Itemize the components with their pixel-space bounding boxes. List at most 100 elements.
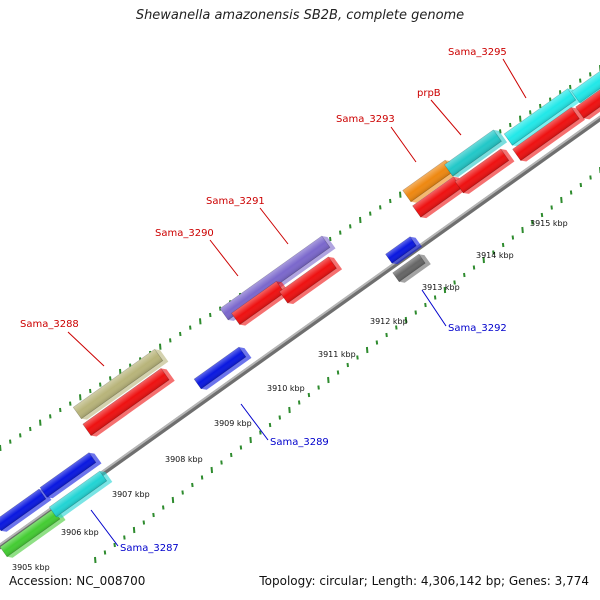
gene-bar-sama-3295[interactable] [503,86,582,148]
label-leader-line [502,58,527,99]
upper-tick-mark [339,230,342,235]
lower-tick-mark [249,436,252,444]
gene-bar[interactable] [48,469,113,520]
upper-tick-mark [49,414,52,419]
lower-tick-mark [123,535,126,540]
lower-tick-mark [103,550,107,555]
lower-tick-mark [492,250,495,255]
scale-labels: 3905 kbp 3906 kbp 3907 kbp 3908 kbp 3909 kbp… [12,219,568,572]
upper-tick-mark [79,394,82,401]
lower-tick-mark [395,325,398,330]
scale-label: 3908 kbp [165,455,203,464]
gene-bar-sama-3291[interactable] [279,255,343,307]
gene-label[interactable]: Sama_3293 [336,114,395,125]
gene-bar[interactable] [39,450,102,500]
upper-tick-mark [349,224,352,229]
upper-tick-mark [99,382,102,387]
label-leader-line [390,126,417,163]
gene-label[interactable]: Sama_3295 [448,47,507,58]
scale-label: 3907 kbp [112,490,150,499]
gene-bar-shine [0,509,60,557]
lower-tick-mark [191,482,194,488]
gene-label[interactable]: Sama_3290 [155,228,214,239]
lower-tick-mark [521,226,524,234]
upper-tick-mark [519,115,522,122]
lower-tick-mark [365,346,369,354]
scale-label: 3911 kbp [318,350,356,359]
gene-label[interactable]: Sama_3291 [206,196,265,207]
lower-tick-mark [181,490,184,495]
gene-bar-sama-3290[interactable] [219,234,336,324]
gene-bar[interactable] [454,147,515,196]
gene-bar-sama-3288[interactable] [72,347,169,422]
gene-bar[interactable] [0,507,66,560]
upper-tick-mark [29,426,32,432]
gene-label[interactable]: prpB [417,88,441,99]
gene-bar-prpb[interactable] [444,128,508,180]
label-leader-line [430,99,462,136]
upper-tick-mark [159,343,162,350]
lower-tick-mark [424,302,427,308]
gene-bar[interactable] [0,487,52,534]
lower-tick-mark [239,445,243,450]
lower-tick-mark [152,512,155,518]
upper-tick-mark [19,433,22,438]
lower-tick-mark [356,355,359,360]
gene-bar[interactable] [231,279,291,328]
upper-tick-mark [0,444,2,452]
lower-tick-mark [443,286,447,294]
label-leader-line [259,207,289,245]
lower-tick-mark [346,362,349,368]
upper-tick-mark [169,338,172,343]
upper-tick-mark [509,122,512,128]
lower-tick-mark [569,190,573,195]
lower-tick-mark [317,385,320,390]
lower-tick-mark [482,256,485,264]
upper-tick-mark [569,84,572,90]
upper-tick-mark [579,78,582,83]
lower-tick-mark [501,242,505,248]
gene-bar-shine [0,489,46,531]
gene-bar[interactable] [385,234,422,266]
gene-bar-shine [231,281,285,325]
gene-label[interactable]: Sama_3288 [20,319,79,330]
gene-label[interactable]: Sama_3289 [270,437,329,448]
lower-tick-mark [589,175,592,180]
gene-bar-sama-3290-shine [220,236,330,320]
lower-tick-mark [210,466,214,474]
lower-tick-mark [540,212,544,218]
gene-bar-sama-3293[interactable] [402,158,459,205]
label-leader-line [240,403,269,441]
gene-bar-sama-3289[interactable] [193,345,252,392]
lower-tick-mark [327,376,330,384]
lower-tick-mark [433,295,437,300]
gene-bar[interactable] [512,105,585,164]
gene-label[interactable]: Sama_3292 [448,323,507,334]
gene-bar-shine [49,471,107,517]
gene-bar-sama-3291-shine [279,256,337,304]
upper-tick-mark [589,72,592,77]
gene-bar-sama-3292-shine [392,254,426,282]
upper-tick-mark [39,419,42,426]
gene-bar[interactable] [575,87,600,121]
gene-bar[interactable] [571,69,600,106]
gene-bar-sama-3292[interactable] [392,252,431,285]
gene-bar[interactable] [82,366,175,439]
lower-tick-mark [259,430,262,435]
scale-label: 3905 kbp [12,563,50,572]
upper-tick-mark [189,325,192,330]
lower-tick-mark [453,280,456,285]
lower-tick-mark [336,370,340,375]
lower-tick-mark [414,310,417,315]
map-title: Shewanella amazonensis SB2B, complete ge… [135,8,465,23]
gene-labels: Sama_3288 Sama_3290 Sama_3291 Sama_3293 prpB… [20,47,527,554]
gene-label[interactable]: Sama_3287 [120,543,179,554]
gene-bar-prpb-shine [444,129,502,177]
label-leader-line [67,331,105,367]
gene-bar-shine [571,71,600,103]
upper-tick-mark [359,216,362,224]
scale-label: 3906 kbp [61,528,99,537]
lower-tick-mark [229,452,233,458]
lower-tick-mark [560,196,563,204]
